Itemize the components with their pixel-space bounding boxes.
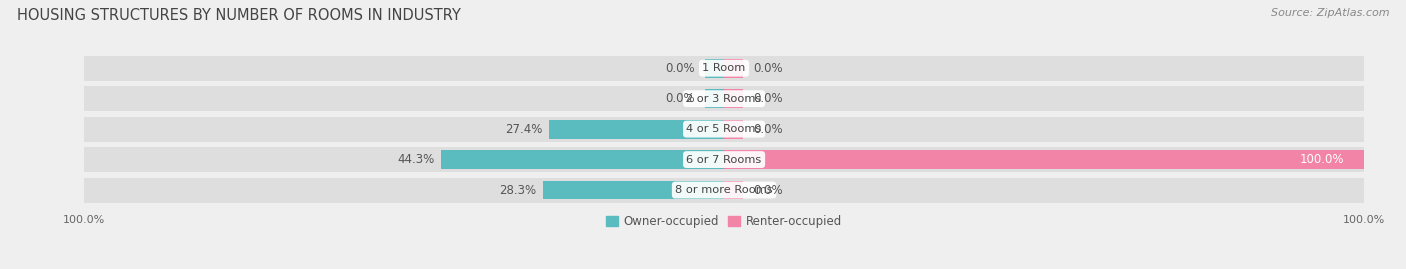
Text: Source: ZipAtlas.com: Source: ZipAtlas.com [1271, 8, 1389, 18]
Bar [724, 150, 1364, 169]
Bar [724, 178, 1364, 203]
Bar [724, 56, 1364, 81]
Bar [84, 117, 724, 141]
Bar [724, 89, 744, 108]
Text: 0.0%: 0.0% [665, 92, 696, 105]
Bar [724, 120, 744, 139]
Text: 4 or 5 Rooms: 4 or 5 Rooms [686, 124, 762, 134]
Bar [84, 56, 724, 81]
Text: 0.0%: 0.0% [752, 183, 783, 197]
Text: 0.0%: 0.0% [752, 123, 783, 136]
Text: 1 Room: 1 Room [703, 63, 745, 73]
Bar [548, 120, 724, 139]
Bar [543, 180, 724, 200]
Legend: Owner-occupied, Renter-occupied: Owner-occupied, Renter-occupied [600, 211, 848, 233]
Bar [724, 59, 744, 78]
Text: 6 or 7 Rooms: 6 or 7 Rooms [686, 155, 762, 165]
Text: 0.0%: 0.0% [752, 62, 783, 75]
Bar [440, 150, 724, 169]
Text: 44.3%: 44.3% [396, 153, 434, 166]
Bar [84, 147, 724, 172]
Text: 100.0%: 100.0% [1301, 153, 1344, 166]
Bar [724, 180, 744, 200]
Text: 28.3%: 28.3% [499, 183, 537, 197]
Bar [84, 178, 724, 203]
Bar [704, 89, 724, 108]
Bar [724, 147, 1364, 172]
Bar [84, 86, 724, 111]
Bar [704, 59, 724, 78]
Bar [724, 86, 1364, 111]
Text: 0.0%: 0.0% [752, 92, 783, 105]
Text: 8 or more Rooms: 8 or more Rooms [675, 185, 773, 195]
Bar [724, 117, 1364, 141]
Text: HOUSING STRUCTURES BY NUMBER OF ROOMS IN INDUSTRY: HOUSING STRUCTURES BY NUMBER OF ROOMS IN… [17, 8, 461, 23]
Text: 0.0%: 0.0% [665, 62, 696, 75]
Text: 27.4%: 27.4% [505, 123, 543, 136]
Text: 2 or 3 Rooms: 2 or 3 Rooms [686, 94, 762, 104]
